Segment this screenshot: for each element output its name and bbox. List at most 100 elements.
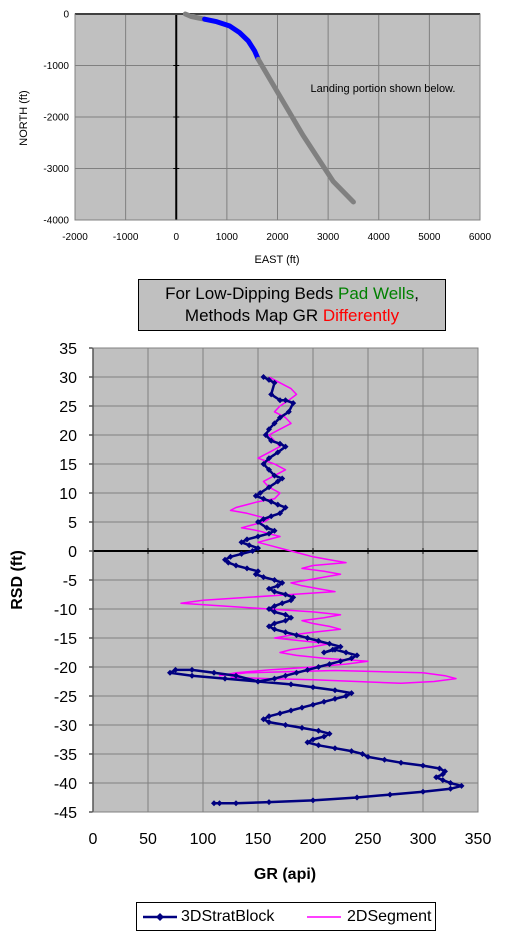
gr-log-point-3dstratblock	[293, 632, 300, 639]
gr-log-y-tick-label: 20	[59, 428, 77, 445]
gr-log-x-tick-label: 350	[465, 831, 492, 848]
gr-log-point-3dstratblock	[315, 727, 322, 734]
gr-log-point-3dstratblock	[326, 640, 333, 647]
gr-log-point-3dstratblock	[398, 759, 404, 766]
plan-view-y-tick-label: -2000	[43, 113, 69, 124]
gr-log-point-3dstratblock	[274, 582, 281, 589]
gr-log-point-3dstratblock	[260, 374, 267, 380]
gr-log-point-3dstratblock	[271, 620, 278, 627]
gr-log-point-3dstratblock	[439, 777, 446, 784]
plan-view-wellpath-segment-2	[255, 56, 356, 205]
gr-log-x-axis-label: GR (api)	[254, 866, 316, 883]
gr-log-point-3dstratblock	[274, 449, 281, 456]
gr-log-point-3dstratblock	[271, 626, 278, 633]
plan-view-x-tick-label: 5000	[418, 232, 441, 243]
gr-log-point-3dstratblock	[167, 669, 173, 676]
gr-log-point-3dstratblock	[310, 736, 316, 743]
gr-log-x-tick-label: 200	[300, 831, 327, 848]
gr-log-point-3dstratblock	[326, 661, 333, 668]
legend-3dstratblock-label: 3DStratBlock	[181, 908, 275, 925]
gr-log-point-3dstratblock	[279, 600, 286, 607]
methods-note-line-2: Methods Map GR Differently	[139, 305, 445, 327]
gr-log-point-3dstratblock	[304, 635, 311, 641]
gr-log-y-tick-label: 30	[59, 370, 77, 387]
gr-log-point-3dstratblock	[222, 556, 228, 563]
legend-2dsegment-swatch	[307, 916, 341, 918]
plan-view-y-axis-label: NORTH (ft)	[18, 90, 30, 145]
gr-log-chart: 0 50 100 150 200 250 300 35035302520151050-5-10…	[9, 341, 491, 883]
gr-log-point-3dstratblock	[225, 559, 232, 566]
gr-log-y-axis-label: RSD (ft)	[9, 550, 26, 610]
gr-log-series-line-3dstratblock	[168, 375, 463, 805]
gr-log-y-tick-label: -5	[63, 573, 77, 590]
gr-log-point-3dstratblock	[433, 774, 440, 781]
gr-log-y-tick-label: -15	[54, 631, 77, 648]
gr-log-x-tick-label: 250	[355, 831, 382, 848]
gr-log-point-3dstratblock	[282, 722, 289, 728]
gr-log-point-3dstratblock	[288, 597, 294, 604]
gr-log-point-3dstratblock	[271, 472, 278, 479]
gr-log-point-3dstratblock	[266, 585, 272, 592]
gr-log-point-3dstratblock	[266, 713, 272, 720]
gr-log-point-3dstratblock	[365, 753, 371, 760]
gr-log-point-3dstratblock	[260, 461, 267, 467]
gr-log-y-tick-label: -10	[54, 602, 77, 619]
gr-log-point-3dstratblock	[458, 782, 465, 789]
gr-log-point-3dstratblock	[315, 637, 322, 644]
gr-log-point-3dstratblock	[310, 684, 316, 691]
gr-log-y-tick-label: -35	[54, 747, 77, 764]
gr-log-point-3dstratblock	[304, 739, 311, 746]
gr-log-point-3dstratblock	[381, 756, 388, 763]
gr-log-point-3dstratblock	[271, 675, 278, 682]
gr-log-point-3dstratblock	[447, 780, 454, 786]
gr-log-point-3dstratblock	[252, 492, 259, 499]
gr-log-x-tick-label: 50	[139, 831, 157, 848]
gr-log-y-tick-label: 25	[59, 399, 77, 416]
gr-log-point-3dstratblock	[337, 643, 344, 650]
gr-log-point-3dstratblock	[321, 733, 327, 740]
gr-log-point-3dstratblock	[255, 678, 261, 685]
gr-log-point-3dstratblock	[288, 681, 294, 688]
gr-log-point-3dstratblock	[387, 791, 393, 798]
gr-log-point-3dstratblock	[238, 550, 245, 557]
methods-note-text-a: For Low-Dipping Beds	[165, 284, 338, 303]
gr-log-point-3dstratblock	[266, 530, 272, 537]
gr-log-point-3dstratblock	[277, 510, 283, 517]
legend-3dstratblock-swatch	[143, 913, 177, 921]
plan-view-y-tick-label: -1000	[43, 61, 69, 72]
gr-log-point-3dstratblock	[321, 698, 327, 705]
gr-log-point-3dstratblock	[277, 397, 283, 404]
gr-log-point-3dstratblock	[244, 536, 250, 543]
gr-log-point-3dstratblock	[260, 495, 267, 502]
gr-log-point-3dstratblock	[299, 724, 305, 731]
gr-log-point-3dstratblock	[282, 504, 289, 511]
gr-log-point-3dstratblock	[279, 475, 286, 482]
plan-view-x-tick-label: 2000	[266, 232, 289, 243]
plan-view-x-tick-label: 3000	[317, 232, 340, 243]
gr-log-point-3dstratblock	[436, 765, 443, 772]
gr-log-point-3dstratblock	[233, 672, 239, 679]
gr-log-point-3dstratblock	[332, 695, 338, 702]
legend-2dsegment-label: 2DSegment	[347, 908, 432, 925]
methods-note-line-1: For Low-Dipping Beds Pad Wells,	[139, 283, 445, 305]
gr-log-point-3dstratblock	[285, 408, 292, 415]
gr-log-y-tick-label: 35	[59, 341, 77, 358]
plan-view-y-tick-label: -3000	[43, 164, 69, 175]
gr-log-point-3dstratblock	[266, 466, 272, 473]
gr-log-point-3dstratblock	[337, 658, 344, 665]
gr-log-point-3dstratblock	[282, 591, 289, 598]
gr-log-point-3dstratblock	[310, 701, 316, 708]
gr-log-point-3dstratblock	[348, 655, 355, 662]
gr-log-point-3dstratblock	[282, 397, 289, 404]
gr-log-y-tick-label: -20	[54, 660, 77, 677]
plan-view-y-tick-label: -4000	[43, 216, 69, 227]
gr-log-point-3dstratblock	[263, 524, 270, 531]
gr-log-point-3dstratblock	[266, 455, 272, 462]
gr-log-point-3dstratblock	[321, 649, 327, 656]
gr-log-point-3dstratblock	[211, 669, 217, 676]
gr-log-point-3dstratblock	[244, 565, 250, 572]
gr-log-y-tick-label: -30	[54, 718, 77, 735]
gr-log-point-3dstratblock	[266, 606, 272, 612]
gr-log-y-tick-label: -40	[54, 776, 77, 793]
